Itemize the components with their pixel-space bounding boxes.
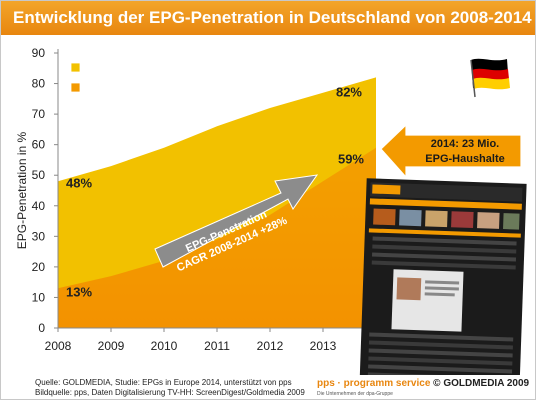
data-label-48pct: 48% bbox=[66, 175, 92, 190]
y-tick-label-10: 10 bbox=[32, 290, 46, 304]
legend: Digitalisierungsgrad in % der TV-HH EPG-P… bbox=[70, 62, 261, 94]
callout-line2: EPG-Haushalte bbox=[425, 153, 504, 165]
data-label-59pct: 59% bbox=[338, 152, 364, 167]
series-areas bbox=[57, 77, 377, 329]
y-tick-label-0: 0 bbox=[38, 321, 45, 335]
source-line-1: Quelle: GOLDMEDIA, Studie: EPGs in Europ… bbox=[35, 378, 292, 387]
legend-swatch-2 bbox=[70, 82, 81, 93]
data-label-13pct: 13% bbox=[66, 284, 92, 299]
legend-swatch-1 bbox=[70, 62, 81, 73]
axes: 0 10 20 30 40 50 60 70 80 90 2008 2009 2010 2011 2012 2… bbox=[15, 46, 390, 353]
y-tick-label-80: 80 bbox=[32, 77, 46, 91]
x-tick-label-2012: 2012 bbox=[257, 339, 284, 353]
area-chart: 0 10 20 30 40 50 60 70 80 90 2008 2009 2010 2011 2012 2… bbox=[15, 46, 527, 375]
y-tick-label-60: 60 bbox=[32, 138, 46, 152]
pps-logo: pps bbox=[317, 378, 335, 389]
epg-screenshot-image bbox=[359, 178, 527, 375]
y-tick-label-90: 90 bbox=[32, 46, 46, 60]
series-area-2 bbox=[58, 147, 376, 328]
data-label-82pct: 82% bbox=[336, 84, 362, 99]
y-tick-label-70: 70 bbox=[32, 107, 46, 121]
x-tick-label-2010: 2010 bbox=[151, 339, 178, 353]
brand-tagline: Die Unternehmen der dpa-Gruppe bbox=[317, 391, 393, 397]
callout-arrow: 2014: 23 Mio. EPG-Haushalte bbox=[380, 123, 522, 179]
y-axis-title: EPG-Penetration in % bbox=[15, 131, 29, 249]
legend-label-2: EPG-Penetration in % der TV-HH bbox=[85, 82, 247, 94]
source-note: Quelle: GOLDMEDIA, Studie: EPGs in Europ… bbox=[35, 378, 305, 398]
title-bar: Entwicklung der EPG-Penetration in Deuts… bbox=[1, 1, 535, 35]
german-flag-icon bbox=[470, 58, 510, 98]
chart-title: Entwicklung der EPG-Penetration in Deuts… bbox=[13, 8, 532, 27]
callout-line1: 2014: 23 Mio. bbox=[431, 138, 499, 150]
x-tick-label-2009: 2009 bbox=[98, 339, 125, 353]
source-line-2: Bildquelle: pps, Daten Digitalisierung T… bbox=[35, 388, 305, 397]
x-tick-label-2013: 2013 bbox=[310, 339, 337, 353]
x-tick-label-2011: 2011 bbox=[204, 339, 230, 353]
y-tick-label-50: 50 bbox=[32, 168, 46, 182]
brand-line: pps · programm service © GOLDMEDIA 2009 bbox=[317, 378, 529, 389]
y-tick-label-30: 30 bbox=[32, 229, 46, 243]
x-tick-label-2008: 2008 bbox=[45, 339, 72, 353]
pps-service-text: · programm service bbox=[334, 378, 431, 389]
y-tick-label-20: 20 bbox=[32, 260, 46, 274]
legend-label-1: Digitalisierungsgrad in % der TV-HH bbox=[85, 62, 261, 74]
y-tick-label-40: 40 bbox=[32, 199, 46, 213]
goldmedia-copyright: © GOLDMEDIA 2009 bbox=[433, 378, 530, 389]
